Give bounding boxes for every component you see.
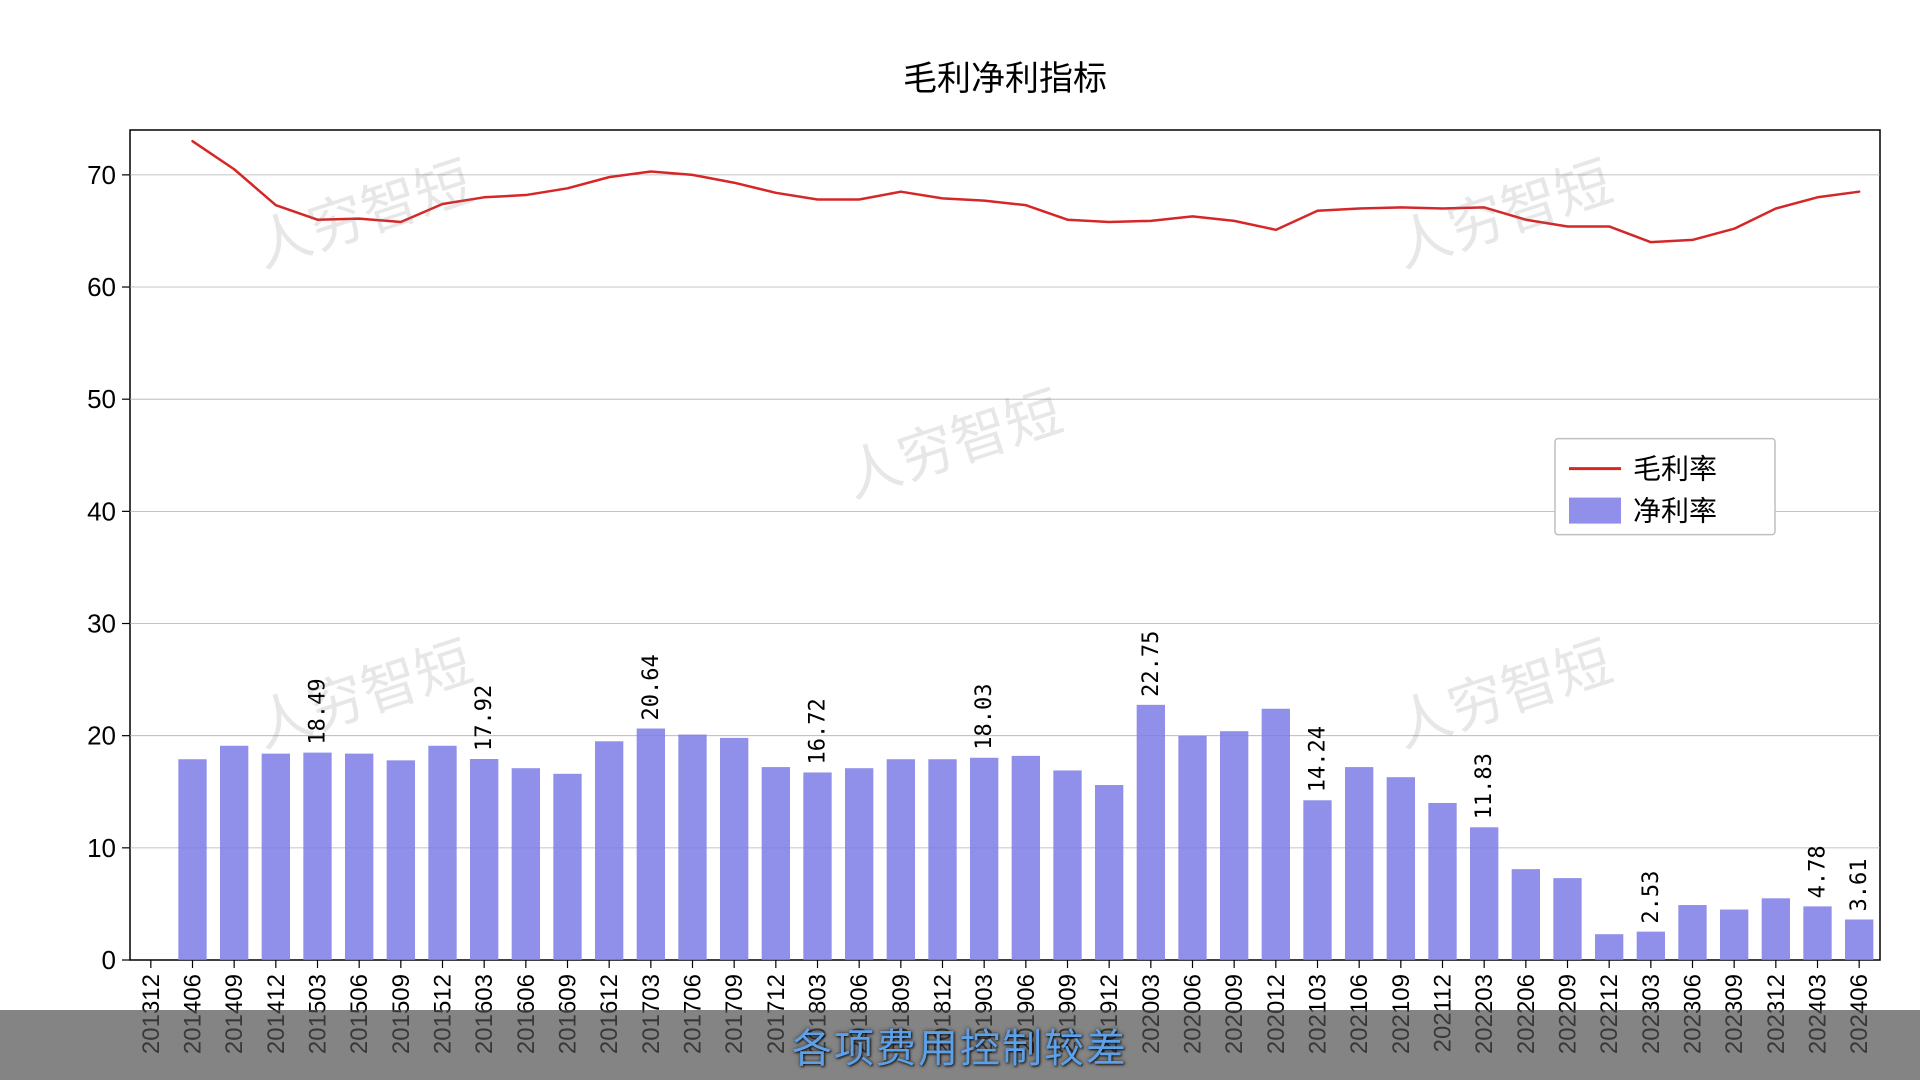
svg-text:16.72: 16.72 <box>806 698 831 764</box>
svg-text:11.83: 11.83 <box>1472 753 1497 819</box>
svg-text:2.53: 2.53 <box>1639 871 1664 924</box>
svg-text:20.64: 20.64 <box>639 654 664 720</box>
svg-text:70: 70 <box>87 160 116 190</box>
svg-text:0: 0 <box>102 945 116 975</box>
svg-text:40: 40 <box>87 496 116 526</box>
chart-container: 毛利净利指标 0 10 20 30 40 50 60 70 18.49 17.92 20.64 16.7… <box>0 0 1920 1080</box>
svg-text:20: 20 <box>87 721 116 751</box>
svg-text:10: 10 <box>87 833 116 863</box>
svg-text:30: 30 <box>87 609 116 639</box>
svg-text:14.24: 14.24 <box>1306 726 1331 792</box>
svg-text:22.75: 22.75 <box>1139 631 1164 697</box>
svg-text:18.03: 18.03 <box>972 684 997 750</box>
svg-text:净利率: 净利率 <box>1633 496 1717 527</box>
svg-text:3.61: 3.61 <box>1847 859 1872 912</box>
svg-text:17.92: 17.92 <box>472 685 497 751</box>
svg-text:4.78: 4.78 <box>1806 845 1831 898</box>
subtitle-bar: 各项费用控制较差 <box>0 1010 1920 1080</box>
svg-text:60: 60 <box>87 272 116 302</box>
svg-text:50: 50 <box>87 384 116 414</box>
svg-text:18.49: 18.49 <box>306 678 331 744</box>
svg-text:毛利净利指标: 毛利净利指标 <box>903 60 1107 98</box>
subtitle-text: 各项费用控制较差 <box>792 1016 1128 1074</box>
svg-text:毛利率: 毛利率 <box>1633 454 1717 485</box>
chart-svg: 毛利净利指标 0 10 20 30 40 50 60 70 18.49 17.92 20.64 16.7… <box>0 0 1920 1080</box>
